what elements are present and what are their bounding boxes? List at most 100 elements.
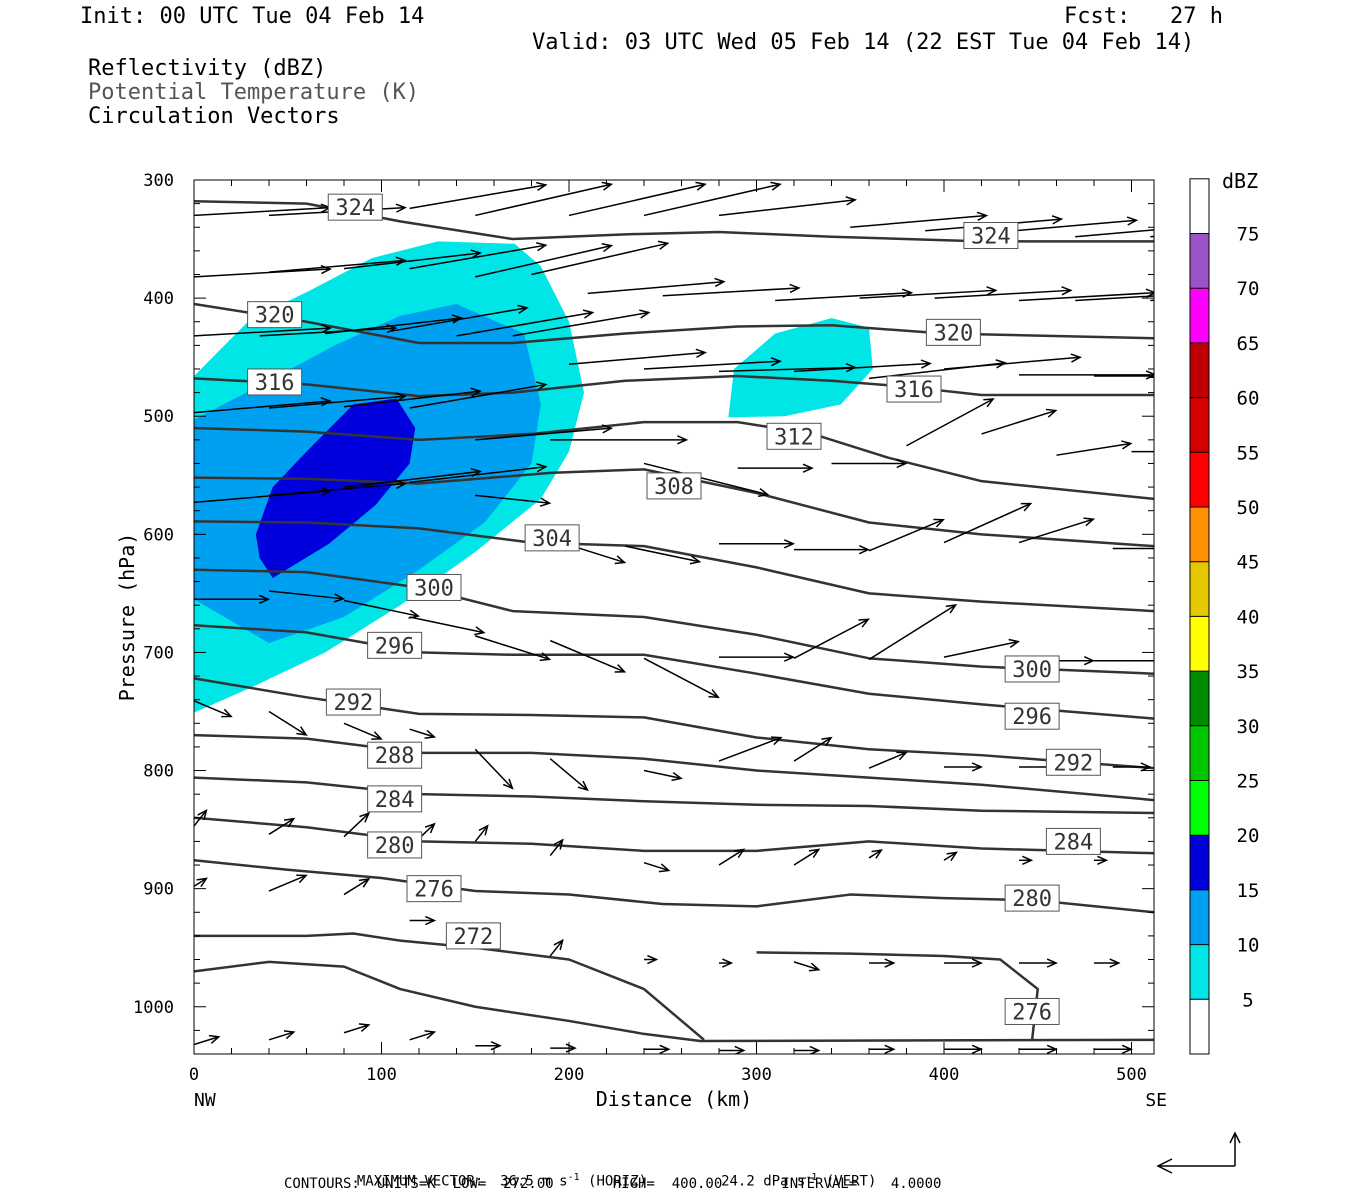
circulation-vector-124 (268, 1030, 296, 1041)
field-reflectivity: Reflectivity (dBZ) (88, 56, 327, 81)
circulation-vector-123 (194, 1034, 221, 1046)
circulation-vector-7 (850, 211, 989, 228)
circulation-vector-31 (512, 309, 651, 337)
circulation-vector-52 (1056, 440, 1133, 456)
contour-label-box-10 (1004, 655, 1060, 683)
circulation-vector-61 (625, 545, 702, 565)
circulation-vector-69 (194, 594, 271, 604)
circulation-vector-125 (343, 1023, 371, 1034)
theta-contour-276-22 (756, 951, 1039, 1040)
plot-frame (193, 179, 1155, 1055)
contour-label-box-16 (367, 785, 423, 813)
circulation-vector-15 (409, 242, 548, 270)
circulation-vector-135 (1094, 1044, 1133, 1054)
theta-contour-284-17 (194, 816, 1154, 855)
reference-vector-icon (1156, 1131, 1241, 1174)
colorbar-label-25: 25 (1237, 771, 1260, 793)
max-vector-exponent-h: -1 (567, 1172, 580, 1183)
circulation-vector-29 (390, 304, 529, 332)
circulation-vector-46 (550, 435, 689, 445)
colorbar-segment-15 (1190, 178, 1209, 234)
circulation-vector-39 (1094, 375, 1154, 377)
circulation-vector-2 (409, 181, 548, 210)
circulation-vector-53 (1131, 450, 1154, 453)
circulation-vector-62 (719, 539, 796, 549)
contour-label-box-4 (247, 368, 303, 396)
max-vector-horiz: (HORIZ) (579, 1173, 648, 1190)
circulation-vector-22 (934, 286, 1073, 299)
y-tick-label-1000: 1000 (133, 998, 174, 1018)
circulation-vector-42 (268, 392, 407, 409)
x-axis-label: Distance (km) (596, 1087, 753, 1111)
contour-label-324-1: 324 (971, 225, 1011, 250)
theta-contour-280-19 (194, 859, 1154, 914)
circulation-vector-119 (869, 958, 896, 968)
circulation-vector-115 (549, 938, 564, 957)
contour-label-box-1 (963, 222, 1019, 250)
colorbar-label-20: 20 (1237, 825, 1260, 847)
contour-label-box-22 (1004, 997, 1060, 1025)
contour-label-box-21 (445, 922, 501, 950)
colorbar-segment-7 (1190, 616, 1209, 672)
theta-contour-304-8 (194, 520, 1154, 613)
circulation-vector-32 (568, 348, 707, 365)
circulation-vector-97 (268, 817, 296, 835)
circulation-vector-47 (643, 462, 770, 498)
theta-contour-unlabeled-23 (194, 960, 1154, 1043)
x-tick-label-0: 0 (189, 1065, 199, 1085)
contour-label-box-11 (367, 631, 423, 659)
circulation-vector-92 (868, 751, 908, 769)
colorbar-title: dBZ (1222, 169, 1258, 193)
theta-contour-320-2 (194, 302, 1154, 345)
circulation-vector-24 (1075, 295, 1154, 302)
colorbar-label-65: 65 (1237, 333, 1260, 355)
circulation-vector-26 (194, 323, 332, 337)
x-right-label: SE (1145, 1090, 1167, 1111)
y-tick-label-600: 600 (143, 525, 174, 545)
colorbar-segment-8 (1190, 561, 1209, 617)
colorbar-segment-10 (1190, 452, 1209, 507)
circulation-vector-43 (343, 387, 482, 408)
circulation-vector-67 (1112, 547, 1154, 550)
circulation-vector-86 (409, 728, 437, 739)
theta-contour-296-11 (194, 624, 1154, 720)
circulation-vector-12 (194, 264, 332, 278)
y-tick-label-800: 800 (143, 762, 174, 782)
colorbar-label-5: 5 (1242, 989, 1253, 1011)
circulation-vector-108 (1094, 855, 1109, 865)
circulation-vector-103 (718, 848, 746, 866)
circulation-vector-132 (869, 1044, 896, 1054)
contour-info-line: CONTOURS: UNITS=K LOW= 272.00 HIGH= 400.… (284, 1176, 942, 1192)
circulation-vector-70 (268, 590, 346, 603)
contour-label-284-17: 284 (1054, 830, 1094, 855)
circulation-vector-45 (475, 424, 614, 441)
circulation-vector-58 (409, 463, 548, 484)
circulation-vector-87 (474, 748, 514, 790)
circulation-vector-13 (268, 256, 407, 273)
circulation-vector-88 (549, 758, 589, 792)
circulation-vector-118 (793, 961, 821, 972)
y-tick-label-300: 300 (143, 171, 174, 191)
circulation-vector-95 (1112, 762, 1152, 772)
x-tick-label-400: 400 (929, 1065, 960, 1085)
max-vector-vert-value: 24.2 dPa s (721, 1173, 806, 1190)
circulation-vector-128 (550, 1043, 577, 1053)
contour-label-box-5 (886, 375, 942, 403)
circulation-vector-111 (268, 874, 308, 892)
circulation-vector-65 (943, 502, 1033, 544)
circulation-vector-78 (868, 603, 958, 661)
theta-contour-316-4 (194, 374, 1154, 398)
colorbar-segment-11 (1190, 397, 1209, 453)
contour-label-304-8: 304 (532, 527, 572, 552)
contour-label-312-6: 312 (774, 425, 814, 450)
colorbar-segment-12 (1190, 342, 1209, 398)
circulation-vector-133 (944, 1044, 983, 1054)
field-theta: Potential Temperature (K) (88, 80, 420, 105)
x-tick-label-200: 200 (554, 1065, 585, 1085)
y-tick-label-700: 700 (143, 643, 174, 663)
circulation-vector-14 (343, 249, 482, 270)
circulation-vector-109 (1169, 856, 1181, 864)
field-vectors: Circulation Vectors (88, 104, 340, 129)
circulation-vector-107 (1019, 855, 1034, 865)
y-tick-label-500: 500 (143, 407, 174, 427)
